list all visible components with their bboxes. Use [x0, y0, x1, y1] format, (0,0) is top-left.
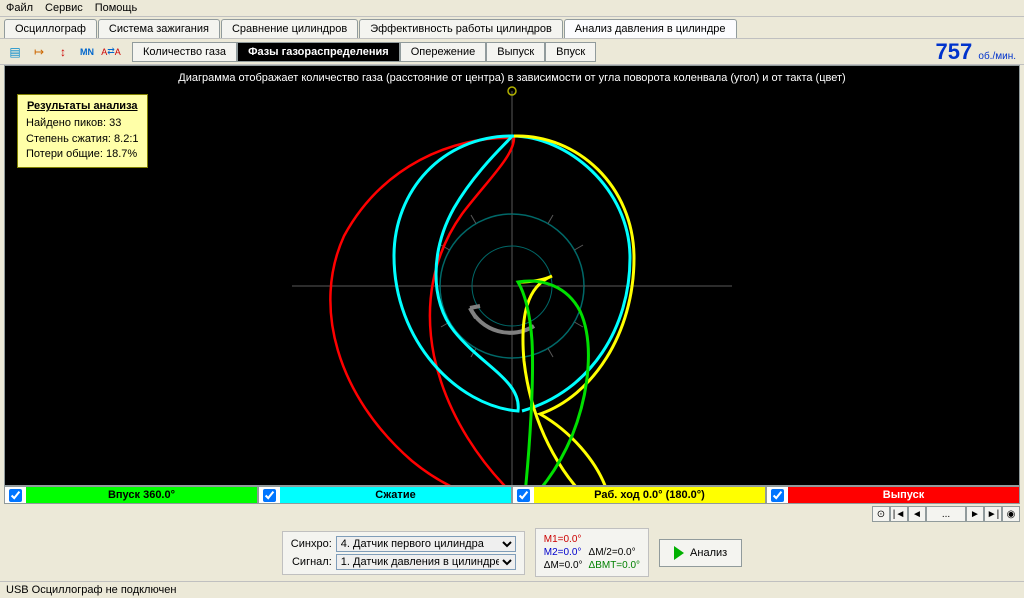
marker-m1: M1=0.0° — [544, 533, 583, 546]
stroke-exhaust-check[interactable] — [771, 489, 784, 502]
play-icon — [674, 546, 684, 560]
nav-row: ⊙ |◄ ◄ ... ► ►| ◉ — [4, 506, 1020, 522]
signal-select-box: Синхро: 4. Датчик первого цилиндра Сигна… — [282, 531, 525, 575]
menu-help[interactable]: Помощь — [95, 2, 138, 14]
nav-prev[interactable]: ◄ — [908, 506, 926, 522]
tool-icon-2[interactable]: ↦ — [28, 42, 50, 62]
mode-buttons: Количество газа Фазы газораспределения О… — [132, 42, 596, 62]
results-line-2: Потери общие: 18.7% — [26, 147, 139, 162]
rpm-display: 757 об./мин. — [936, 39, 1016, 65]
polar-plot: Диаграмма отображает количество газа (ра… — [4, 65, 1020, 486]
results-line-1: Степень сжатия: 8.2:1 — [26, 132, 139, 147]
tab-oscilloscope[interactable]: Осциллограф — [4, 19, 97, 38]
nav-end[interactable]: ◉ — [1002, 506, 1020, 522]
stroke-compression-label: Сжатие — [280, 487, 511, 503]
rpm-unit: об./мин. — [978, 51, 1016, 62]
toolbar: ▤ ↦ ↕ MN A⇄A Количество газа Фазы газора… — [0, 39, 1024, 65]
tab-pressure[interactable]: Анализ давления в цилиндре — [564, 19, 737, 38]
main-tabs: Осциллограф Система зажигания Сравнение … — [0, 17, 1024, 39]
mode-intake[interactable]: Впуск — [545, 42, 596, 62]
signal-label: Сигнал: — [291, 556, 332, 568]
tool-icons: ▤ ↦ ↕ MN A⇄A — [4, 42, 122, 62]
marker-m2: M2=0.0° — [544, 546, 583, 559]
curve-exhaust — [330, 138, 520, 486]
plot-title: Диаграмма отображает количество газа (ра… — [5, 72, 1019, 84]
polar-svg — [5, 66, 1019, 486]
nav-last[interactable]: ►| — [984, 506, 1002, 522]
marker-dvmt: ΔВМТ=0.0° — [589, 559, 641, 572]
marker-dm: ΔM=0.0° — [544, 559, 583, 572]
stroke-exhaust-label: Выпуск — [788, 487, 1019, 503]
tool-icon-5[interactable]: A⇄A — [100, 42, 122, 62]
stroke-intake-check[interactable] — [9, 489, 22, 502]
mode-phases[interactable]: Фазы газораспределения — [237, 42, 400, 62]
stroke-row: Впуск 360.0° Сжатие Раб. ход 0.0° (180.0… — [4, 486, 1020, 504]
nav-dots[interactable]: ... — [926, 506, 966, 522]
stroke-exhaust[interactable]: Выпуск — [766, 486, 1020, 504]
tool-icon-3[interactable]: ↕ — [52, 42, 74, 62]
menubar: Файл Сервис Помощь — [0, 0, 1024, 17]
nav-next[interactable]: ► — [966, 506, 984, 522]
stroke-power-check[interactable] — [517, 489, 530, 502]
stroke-compression[interactable]: Сжатие — [258, 486, 512, 504]
signal-select[interactable]: 1. Датчик давления в цилиндре — [336, 554, 516, 570]
mode-gas-qty[interactable]: Количество газа — [132, 42, 237, 62]
nav-first[interactable]: |◄ — [890, 506, 908, 522]
tool-icon-4[interactable]: MN — [76, 42, 98, 62]
stroke-compression-check[interactable] — [263, 489, 276, 502]
marker-dm2: ΔM/2=0.0° — [589, 546, 641, 559]
stroke-intake-label: Впуск 360.0° — [26, 487, 257, 503]
sync-select[interactable]: 4. Датчик первого цилиндра — [336, 536, 516, 552]
stroke-power-label: Раб. ход 0.0° (180.0°) — [534, 487, 765, 503]
tab-compare[interactable]: Сравнение цилиндров — [221, 19, 358, 38]
tool-icon-1[interactable]: ▤ — [4, 42, 26, 62]
status-text: USB Осциллограф не подключен — [6, 584, 176, 596]
stroke-intake[interactable]: Впуск 360.0° — [4, 486, 258, 504]
statusbar: USB Осциллограф не подключен — [0, 581, 1024, 598]
analyze-label: Анализ — [690, 547, 727, 559]
results-box: Результаты анализа Найдено пиков: 33 Сте… — [17, 94, 148, 168]
rpm-value: 757 — [936, 39, 973, 64]
tab-ignition[interactable]: Система зажигания — [98, 19, 220, 38]
markers-box: M1=0.0° M2=0.0° ΔM=0.0° ΔM/2=0.0° ΔВМТ=0… — [535, 528, 649, 577]
sync-label: Синхро: — [291, 538, 332, 550]
nav-home[interactable]: ⊙ — [872, 506, 890, 522]
menu-service[interactable]: Сервис — [45, 2, 83, 14]
results-title: Результаты анализа — [26, 99, 139, 114]
bottom-panel: Синхро: 4. Датчик первого цилиндра Сигна… — [0, 524, 1024, 581]
stroke-power[interactable]: Раб. ход 0.0° (180.0°) — [512, 486, 766, 504]
menu-file[interactable]: Файл — [6, 2, 33, 14]
results-line-0: Найдено пиков: 33 — [26, 116, 139, 131]
tab-efficiency[interactable]: Эффективность работы цилиндров — [359, 19, 563, 38]
mode-exhaust[interactable]: Выпуск — [486, 42, 545, 62]
analyze-button[interactable]: Анализ — [659, 539, 742, 567]
mode-advance[interactable]: Опережение — [400, 42, 487, 62]
